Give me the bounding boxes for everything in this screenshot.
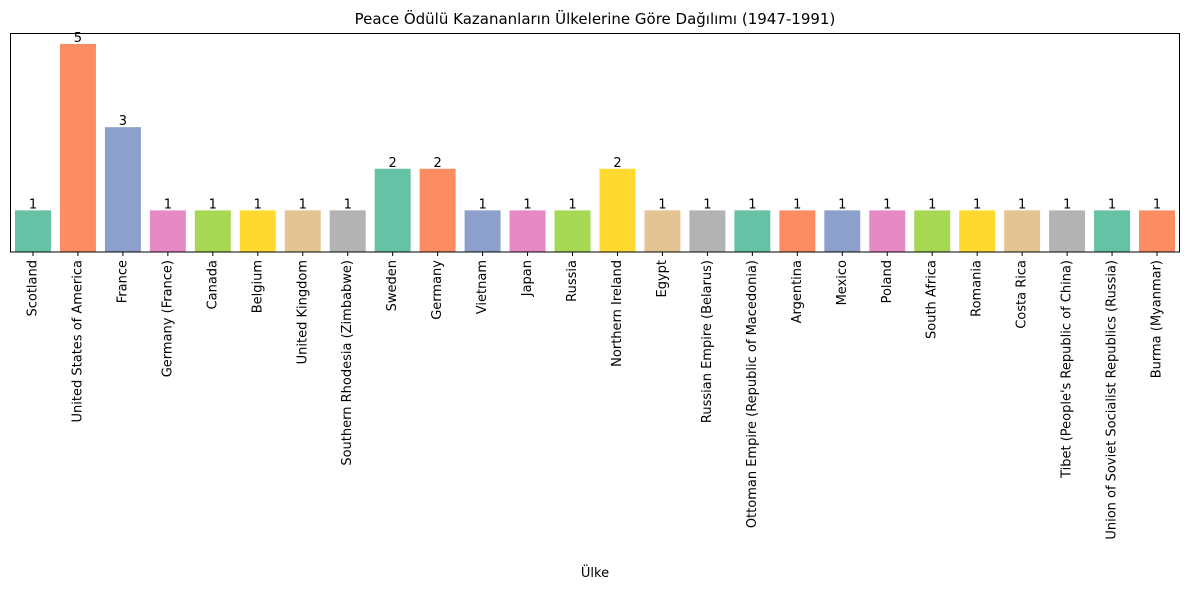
x-tick-label: Northern Ireland [610, 260, 625, 367]
x-tick-label: Egypt [655, 260, 670, 298]
bar [689, 210, 726, 252]
data-label: 1 [1063, 197, 1071, 212]
bar [1139, 210, 1176, 252]
x-tick-label: France [115, 260, 130, 303]
data-label: 1 [748, 197, 756, 212]
x-tick-label: Tibet (People's Republic of China) [1060, 260, 1075, 479]
data-label: 1 [344, 197, 352, 212]
bar [914, 210, 951, 252]
bar [734, 210, 771, 252]
bar [374, 168, 411, 252]
bar [194, 210, 231, 252]
bar [509, 210, 546, 252]
x-tick-label: Canada [205, 260, 220, 309]
bar [59, 43, 96, 253]
x-tick-label: Russia [565, 260, 580, 302]
data-label: 2 [389, 156, 397, 171]
bar [239, 210, 276, 252]
x-tick-label: Germany [430, 260, 445, 320]
data-label: 1 [254, 197, 262, 212]
bar [644, 210, 681, 252]
bar [1004, 210, 1041, 252]
bar [14, 210, 51, 252]
x-tick-label: Ottoman Empire (Republic of Macedonia) [745, 260, 760, 528]
data-label: 1 [1153, 197, 1161, 212]
x-tick-label: United Kingdom [295, 260, 310, 364]
bar [599, 168, 636, 252]
data-label: 1 [928, 197, 936, 212]
data-label: 2 [433, 156, 441, 171]
bar [1094, 210, 1131, 252]
bar [1049, 210, 1086, 252]
data-label: 1 [29, 197, 37, 212]
x-tick-label: Sweden [385, 260, 400, 311]
axes-frame [10, 33, 1180, 253]
data-label: 1 [478, 197, 486, 212]
data-label: 2 [613, 156, 621, 171]
bar [284, 210, 321, 252]
data-label: 5 [74, 31, 82, 46]
bar [464, 210, 501, 252]
x-tick-label: Argentina [790, 260, 805, 323]
bar [329, 210, 366, 252]
bar [419, 168, 456, 252]
x-axis-label: Ülke [581, 564, 609, 581]
x-tick-label: Russian Empire (Belarus) [700, 260, 715, 423]
data-label: 1 [299, 197, 307, 212]
x-tick-label: Mexico [835, 260, 850, 305]
x-tick-label: Poland [880, 260, 895, 303]
x-tick-label: Union of Soviet Socialist Republics (Rus… [1105, 260, 1120, 540]
bar [959, 210, 996, 252]
x-tick-label: Vietnam [475, 260, 490, 314]
x-tick-label: Belgium [250, 260, 265, 313]
data-label: 1 [1018, 197, 1026, 212]
data-label: 1 [209, 197, 217, 212]
bar [149, 210, 186, 252]
x-tick-label: Costa Rica [1015, 260, 1030, 329]
bar [104, 127, 141, 252]
chart-title: Peace Ödülü Kazananların Ülkelerine Göre… [355, 9, 836, 28]
x-tick-label: Southern Rhodesia (Zimbabwe) [340, 260, 355, 466]
data-label: 1 [883, 197, 891, 212]
data-label: 3 [119, 114, 127, 129]
bar [554, 210, 591, 252]
x-tick-label: Romania [970, 260, 985, 317]
bar [824, 210, 861, 252]
bar [779, 210, 816, 252]
data-label: 1 [658, 197, 666, 212]
data-label: 1 [703, 197, 711, 212]
x-tick-label: Japan [520, 260, 535, 297]
x-tick-label: Germany (France) [160, 260, 175, 377]
data-label: 1 [973, 197, 981, 212]
x-tick-label: Scotland [25, 260, 40, 317]
x-tick-label: South Africa [925, 260, 940, 339]
data-label: 1 [523, 197, 531, 212]
data-label: 1 [568, 197, 576, 212]
x-tick-label: Burma (Myanmar) [1150, 260, 1165, 378]
data-label: 1 [793, 197, 801, 212]
data-label: 1 [1108, 197, 1116, 212]
bar [869, 210, 906, 252]
data-label: 1 [838, 197, 846, 212]
plot-area: 1 Scotland 5 United States of America 3 Franc… [10, 31, 1180, 540]
x-tick-label: United States of America [70, 260, 85, 422]
data-label: 1 [164, 197, 172, 212]
